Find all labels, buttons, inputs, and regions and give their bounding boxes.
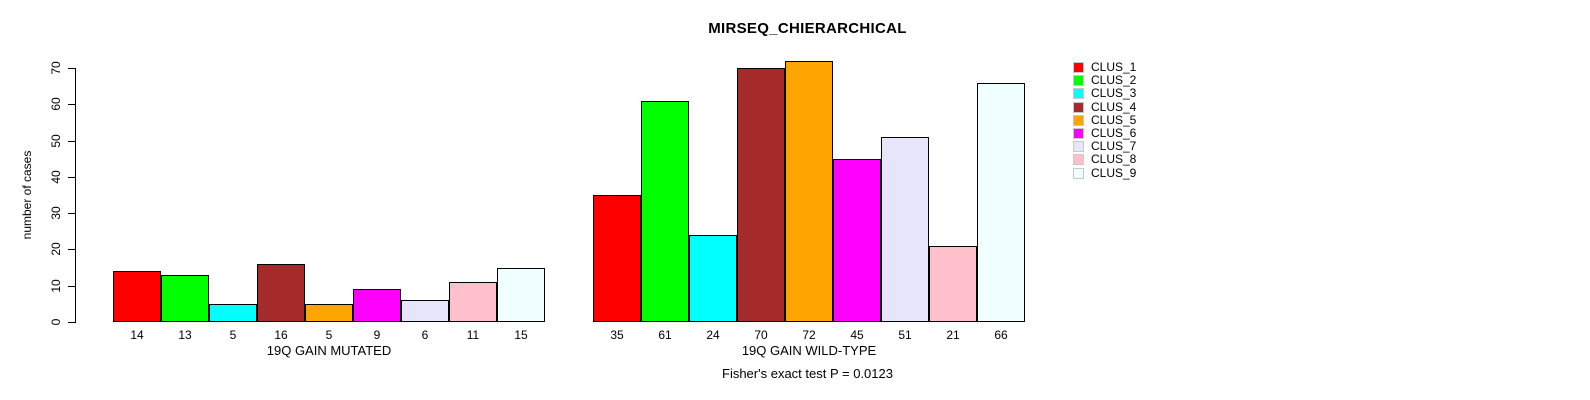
- bar-value-label: 72: [802, 328, 816, 342]
- y-tick-label: 60: [49, 97, 63, 111]
- y-tick-mark: [68, 249, 75, 251]
- bar-clus_7: [401, 300, 449, 322]
- fisher-annotation: Fisher's exact test P = 0.0123: [722, 366, 893, 381]
- bar-clus_8: [449, 282, 497, 322]
- legend-swatch-icon: [1073, 75, 1084, 87]
- bar-clus_5: [785, 61, 833, 322]
- bar-clus_6: [353, 289, 401, 322]
- bar-value-label: 14: [130, 328, 144, 342]
- bar-value-label: 51: [898, 328, 912, 342]
- bar-value-label: 45: [850, 328, 864, 342]
- y-tick-mark: [68, 68, 75, 69]
- bar-clus_2: [161, 275, 209, 322]
- legend-label: CLUS_1: [1091, 60, 1137, 74]
- bar-value-label: 13: [178, 328, 192, 342]
- y-tick-label: 40: [49, 170, 63, 184]
- bar-clus_1: [593, 195, 641, 322]
- legend-swatch-icon: [1073, 128, 1084, 139]
- bar-clus_9: [977, 83, 1025, 322]
- bar-value-label: 66: [994, 328, 1008, 342]
- x-axis-group-label: 19Q GAIN WILD-TYPE: [741, 343, 877, 358]
- y-axis-line: [75, 68, 76, 323]
- bar-clus_3: [209, 304, 257, 322]
- chart-title: MIRSEQ_CHIERARCHICAL: [708, 20, 907, 37]
- bar-clus_5: [305, 304, 353, 322]
- bar-clus_9: [497, 268, 545, 322]
- bar-value-label: 5: [325, 328, 333, 342]
- bar-value-label: 21: [946, 328, 960, 342]
- y-tick-label: 30: [49, 206, 63, 220]
- bar-value-label: 5: [229, 328, 237, 342]
- bar-value-label: 6: [421, 328, 429, 342]
- y-tick-label: 10: [49, 279, 63, 293]
- bar-value-label: 16: [274, 328, 288, 342]
- legend-label: CLUS_9: [1091, 165, 1137, 180]
- y-tick-label: 50: [49, 133, 63, 148]
- bar-clus_3: [689, 235, 737, 322]
- y-tick-mark: [68, 104, 75, 106]
- bar-value-label: 9: [373, 328, 381, 342]
- bar-value-label: 15: [514, 328, 528, 342]
- x-axis-group-label: 19Q GAIN MUTATED: [266, 343, 392, 358]
- legend-swatch-icon: [1073, 167, 1084, 179]
- legend-swatch-icon: [1073, 114, 1084, 126]
- y-tick-label: 70: [49, 61, 63, 75]
- y-axis-label: number of cases: [20, 150, 34, 240]
- legend-swatch-icon: [1073, 141, 1084, 153]
- legend-swatch-icon: [1073, 88, 1084, 100]
- legend-label: CLUS_3: [1091, 86, 1137, 101]
- legend-label: CLUS_5: [1091, 112, 1137, 127]
- bar-value-label: 35: [610, 328, 624, 342]
- legend-swatch-icon: [1073, 62, 1084, 73]
- legend-swatch-icon: [1073, 101, 1084, 113]
- bar-clus_1: [113, 271, 161, 322]
- bar-value-label: 61: [658, 328, 672, 342]
- legend-label: CLUS_4: [1091, 99, 1137, 114]
- y-tick-mark: [68, 285, 75, 287]
- bar-clus_2: [641, 101, 689, 322]
- bar-value-label: 11: [466, 328, 480, 342]
- y-tick-mark: [68, 140, 75, 142]
- legend-swatch-icon: [1073, 154, 1084, 166]
- y-tick-mark: [68, 322, 75, 323]
- bar-clus_4: [737, 68, 785, 322]
- y-tick-label: 20: [49, 242, 63, 257]
- y-tick-mark: [68, 176, 75, 178]
- y-tick-mark: [68, 213, 75, 215]
- bar-value-label: 24: [706, 328, 720, 342]
- legend-label: CLUS_7: [1091, 139, 1137, 154]
- legend-label: CLUS_6: [1091, 126, 1137, 140]
- bar-clus_6: [833, 159, 881, 322]
- y-tick-label: 0: [49, 318, 63, 326]
- legend-label: CLUS_2: [1091, 73, 1137, 88]
- bar-clus_8: [929, 246, 977, 322]
- legend-label: CLUS_8: [1091, 152, 1137, 167]
- bar-clus_4: [257, 264, 305, 322]
- bar-clus_7: [881, 137, 929, 322]
- bar-value-label: 70: [754, 328, 768, 342]
